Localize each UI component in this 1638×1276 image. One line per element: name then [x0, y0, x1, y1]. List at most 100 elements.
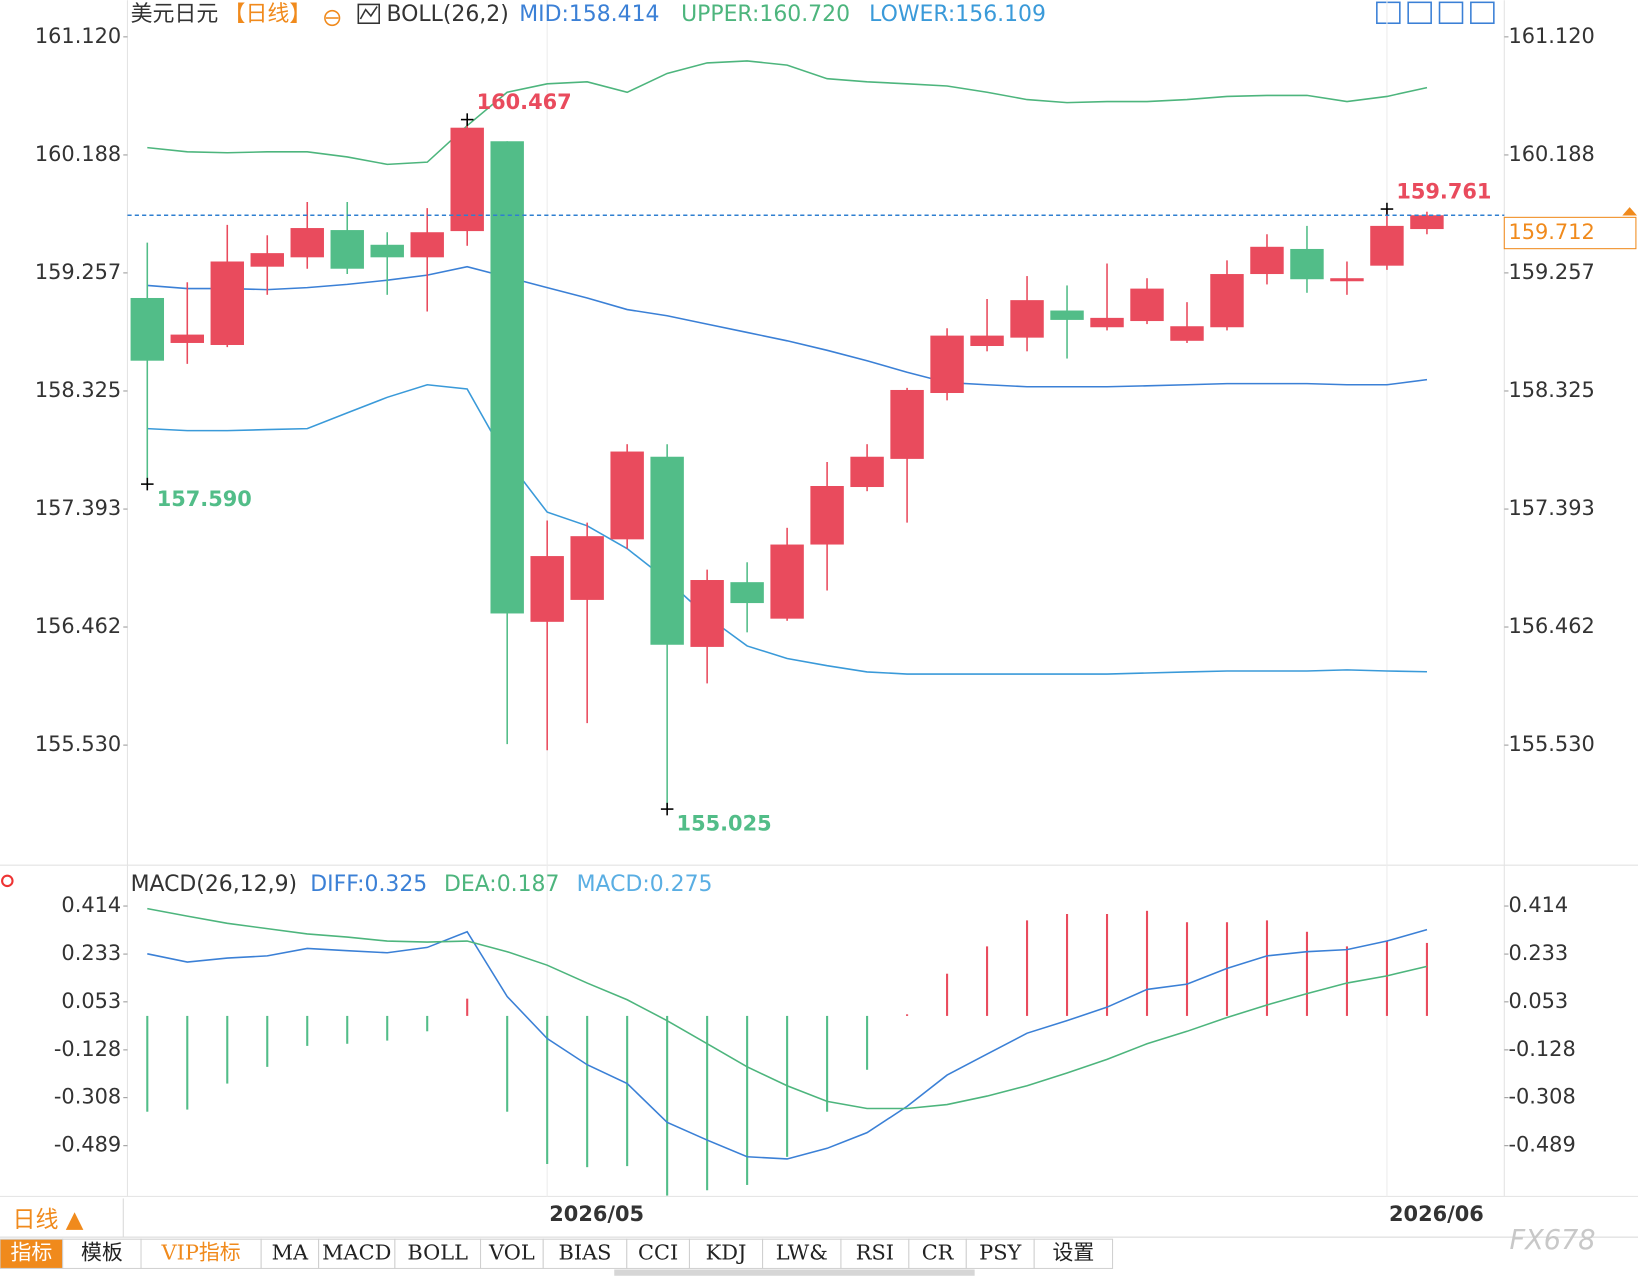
- tab[interactable]: [394, 1238, 482, 1269]
- macd-bar: [1385, 941, 1388, 1016]
- candle-body: [530, 556, 564, 622]
- macd-bar: [1145, 910, 1149, 1016]
- tab[interactable]: [480, 1238, 544, 1269]
- tool-icon[interactable]: [1407, 1, 1432, 25]
- high-label: 159.761: [1396, 179, 1491, 203]
- tab[interactable]: [140, 1238, 262, 1269]
- candle-body: [1170, 326, 1204, 341]
- tab[interactable]: [965, 1238, 1035, 1269]
- macd-bar: [666, 1015, 669, 1196]
- macd-bar: [626, 1015, 629, 1167]
- tool-icon[interactable]: [1438, 1, 1464, 25]
- tab[interactable]: [542, 1238, 628, 1269]
- tool-icon[interactable]: [1470, 1, 1495, 25]
- indicator-icon[interactable]: [357, 3, 380, 25]
- candle-body: [210, 261, 244, 345]
- macd-bar: [386, 1015, 389, 1041]
- legend-label: UPPER:160.720: [681, 2, 850, 27]
- legend-label: DEA:0.187: [444, 872, 560, 897]
- last-price-label: 159.712: [1508, 220, 1594, 244]
- period-button[interactable]: 日线 ▲: [13, 1207, 84, 1233]
- macd-bar: [866, 1015, 869, 1070]
- watermark: FX678: [1510, 1225, 1596, 1256]
- macd-line: [147, 928, 1428, 1160]
- macd-bar: [1026, 920, 1029, 1016]
- candle-body: [810, 486, 844, 545]
- candle-body: [650, 456, 684, 645]
- tab[interactable]: [626, 1238, 690, 1269]
- candle-body: [1210, 274, 1244, 328]
- legend-label: LOWER:156.109: [869, 2, 1046, 27]
- macd-title: MACD(26,12,9): [131, 872, 298, 897]
- y-tick-label: -0.489: [54, 1133, 121, 1157]
- candle-body: [1410, 215, 1444, 230]
- macd-bar: [306, 1015, 309, 1046]
- candle-body: [290, 228, 324, 258]
- macd-bar: [1265, 920, 1269, 1016]
- candle-body: [730, 582, 764, 604]
- y-tick-label: 0.053: [1508, 989, 1568, 1013]
- candle-body: [1290, 248, 1324, 280]
- candle-body: [410, 232, 444, 258]
- tab-label[interactable]: PSY: [979, 1240, 1021, 1264]
- indicator-toggle[interactable]: [1, 874, 14, 888]
- y-tick-label: 0.053: [61, 989, 121, 1013]
- scrollbar[interactable]: [614, 1269, 975, 1276]
- settings-icon[interactable]: [324, 9, 341, 27]
- price-arrow: [1622, 207, 1637, 216]
- tab-label[interactable]: RSI: [856, 1240, 894, 1264]
- macd-bar: [1305, 931, 1309, 1016]
- macd-bar: [466, 998, 469, 1016]
- high-label: 160.467: [477, 90, 572, 114]
- macd-bar: [346, 1015, 349, 1044]
- tab-label[interactable]: VOL: [488, 1240, 535, 1264]
- tab-label[interactable]: VIP指标: [161, 1240, 241, 1264]
- tab-label[interactable]: BIAS: [559, 1240, 612, 1264]
- y-tick-label: 158.325: [1508, 378, 1594, 402]
- y-tick-label: -0.308: [54, 1085, 121, 1109]
- candle-body: [1050, 310, 1084, 320]
- tab[interactable]: [260, 1238, 320, 1269]
- tab-label[interactable]: KDJ: [706, 1240, 747, 1264]
- last-price-box: [1503, 216, 1637, 250]
- toolbar-icons[interactable]: [1376, 1, 1495, 25]
- candle-body: [770, 544, 804, 619]
- tab-label[interactable]: MA: [272, 1240, 309, 1264]
- tab-label[interactable]: 设置: [1052, 1240, 1094, 1264]
- y-tick-label: 0.233: [61, 941, 121, 965]
- period-label[interactable]: 【日线】: [224, 2, 312, 27]
- y-tick-label: 160.188: [35, 142, 121, 166]
- x-tick-label: 2026/05: [549, 1202, 644, 1226]
- y-tick-label: 0.233: [1508, 941, 1568, 965]
- macd-bar: [986, 946, 989, 1016]
- candle-body: [330, 230, 364, 269]
- tab[interactable]: [908, 1238, 967, 1269]
- tab[interactable]: [318, 1238, 396, 1269]
- y-tick-label: 157.393: [1508, 496, 1594, 520]
- tab[interactable]: [1033, 1238, 1114, 1269]
- macd-line: [147, 907, 1428, 1110]
- low-label: 157.590: [157, 487, 252, 511]
- indicator-icon: [359, 6, 378, 20]
- tab[interactable]: [762, 1238, 842, 1269]
- candle-body: [1010, 300, 1044, 338]
- macd-bar: [226, 1015, 229, 1084]
- y-tick-label: -0.489: [1508, 1133, 1575, 1157]
- y-tick-label: 158.325: [35, 378, 121, 402]
- macd-bar: [266, 1015, 269, 1067]
- macd-bar: [426, 1015, 429, 1032]
- tab-label[interactable]: MACD: [322, 1240, 391, 1264]
- tab-label[interactable]: 指标: [10, 1240, 52, 1264]
- tab-label[interactable]: LW&: [776, 1240, 828, 1264]
- tab-label[interactable]: CCI: [638, 1240, 678, 1264]
- tab-label[interactable]: 模板: [81, 1240, 123, 1264]
- tool-icon[interactable]: [1376, 1, 1401, 25]
- tab-label[interactable]: BOLL: [407, 1240, 468, 1264]
- tab-label[interactable]: CR: [922, 1240, 955, 1264]
- chart-title: 美元日元: [131, 2, 219, 27]
- candle-body: [1370, 225, 1404, 266]
- y-tick-label: -0.128: [1508, 1037, 1575, 1061]
- tab[interactable]: [62, 1238, 142, 1269]
